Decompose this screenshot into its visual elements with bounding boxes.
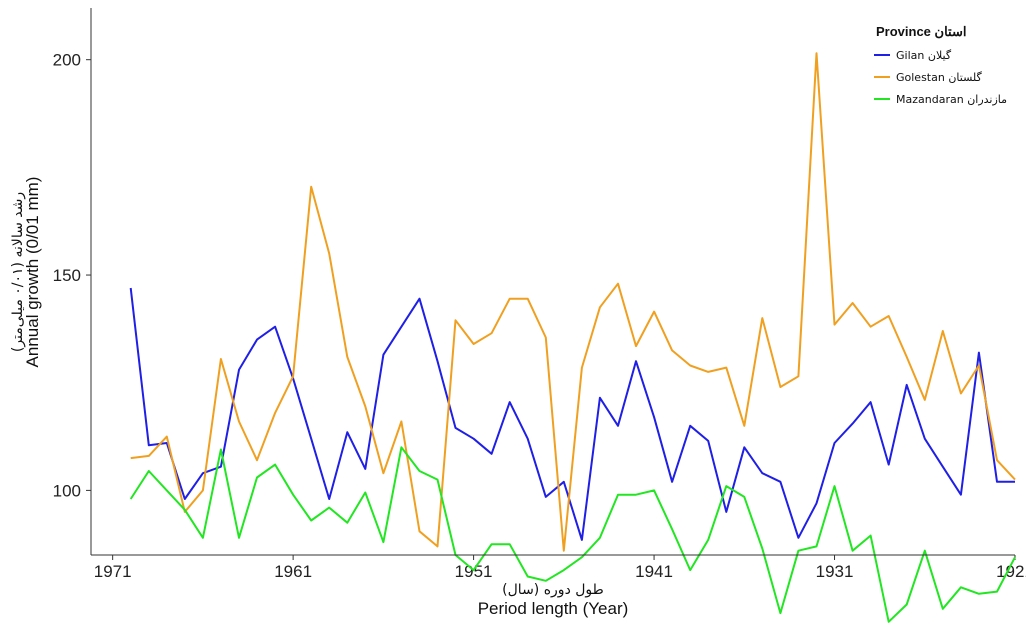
x-tick-label: 1941: [635, 562, 673, 581]
series-line-2: [129, 446, 1016, 623]
legend-label-1: Golestan گلستان: [896, 71, 983, 84]
x-axis-title-fa: طول دوره (سال): [502, 582, 604, 598]
y-tick-label: 100: [53, 481, 81, 500]
legend: Province استان Gilan گیلان Golestan گلستا…: [874, 24, 1007, 106]
y-axis-title: Annual growth (0/01 mm): [23, 177, 42, 368]
legend-title: Province استان: [876, 24, 966, 39]
x-tick-label: 1951: [455, 562, 493, 581]
series-line-0: [129, 287, 1015, 541]
legend-label-0: Gilan گیلان: [896, 49, 952, 62]
x-tick-label: 1971: [94, 562, 132, 581]
x-tick-label: 1961: [274, 562, 312, 581]
y-tick-label: 200: [53, 51, 81, 70]
x-axis-title: Period length (Year): [478, 599, 629, 618]
series-line-1: [130, 52, 1016, 552]
y-axis-title-fa: رشد سالانه (۰/۰۱ میلی‌متر): [10, 192, 26, 352]
y-tick-label: 150: [53, 266, 81, 285]
legend-label-2: Mazandaran مازندران: [896, 93, 1007, 106]
series-layer: [129, 52, 1016, 623]
x-tick-label: 1931: [816, 562, 854, 581]
